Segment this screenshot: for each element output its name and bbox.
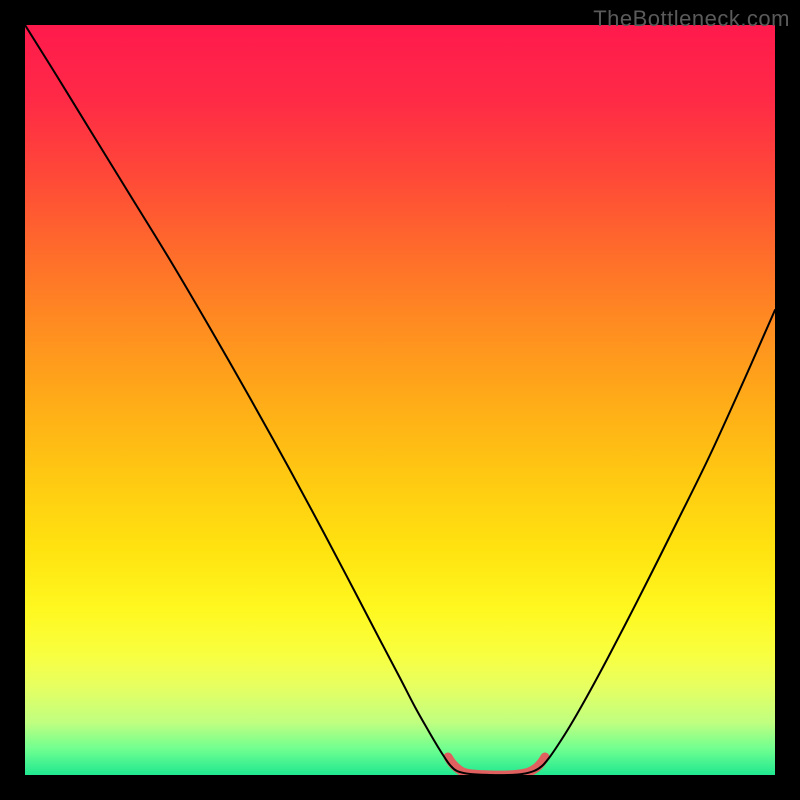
chart-svg xyxy=(0,0,800,800)
watermark-text: TheBottleneck.com xyxy=(593,6,790,32)
bottleneck-chart: TheBottleneck.com xyxy=(0,0,800,800)
